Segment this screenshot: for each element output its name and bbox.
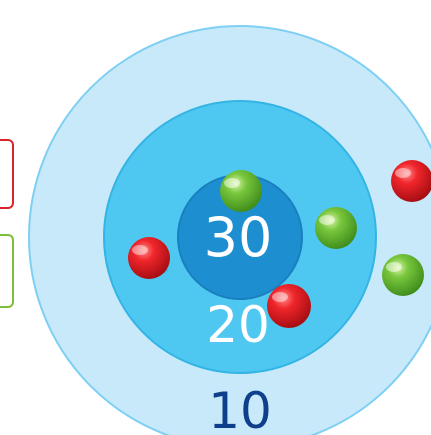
ring-20-label: 20	[206, 296, 270, 354]
ball-green	[315, 207, 357, 249]
ball-red	[391, 160, 431, 202]
ball-green	[220, 170, 262, 212]
red-ball-box	[0, 139, 14, 209]
ball-red	[128, 237, 170, 279]
ball-red	[267, 284, 311, 328]
green-ball-box	[0, 234, 14, 308]
ball-green	[382, 254, 424, 296]
ring-10-label: 10	[208, 382, 272, 435]
ring-30-label: 30	[204, 206, 273, 269]
